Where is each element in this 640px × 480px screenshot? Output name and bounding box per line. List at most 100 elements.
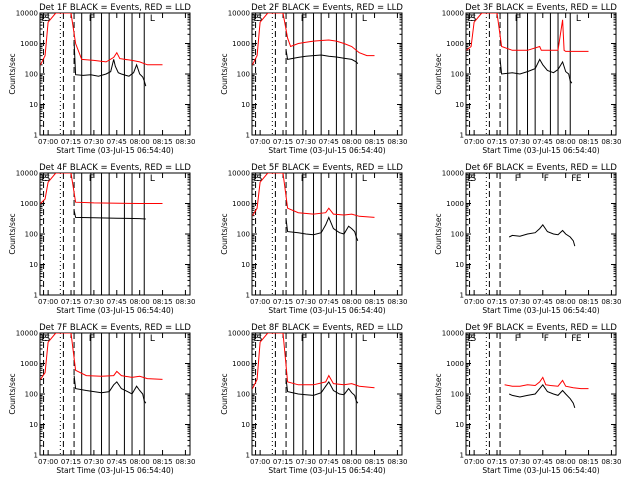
y-axis-label: Counts/sec (8, 373, 17, 414)
y-tick-label: 1 (34, 452, 38, 460)
y-tick-label: 1000 (232, 360, 250, 368)
plot-frame (251, 332, 403, 456)
y-tick-label: 1000 (20, 40, 38, 48)
x-tick-label: 08:30 (175, 298, 195, 306)
y-axis-label: Counts/sec (8, 213, 17, 254)
series-line-events (285, 216, 359, 241)
y-tick-label: 10000 (442, 10, 464, 18)
y-tick-label: 100 (25, 391, 38, 399)
x-tick-label: 07:30 (510, 138, 530, 146)
y-tick-label: 1000 (446, 200, 464, 208)
series-line-events (508, 223, 576, 247)
series-line-lld (252, 173, 375, 218)
marker-label: F (301, 14, 306, 24)
x-tick-label: 08:00 (130, 138, 150, 146)
y-axis-label: Counts/sec (220, 53, 229, 94)
marker-label: E (576, 174, 582, 184)
y-tick-label: 1000 (446, 40, 464, 48)
marker-label: S (257, 174, 263, 184)
series-line-lld (252, 333, 375, 389)
marker-label: F (515, 174, 520, 184)
x-axis-label: Start Time (03-Jul-15 06:54:40) (56, 146, 173, 155)
y-tick-label: 1000 (20, 200, 38, 208)
y-tick-label: 1 (460, 452, 464, 460)
x-tick-label: 07:00 (250, 138, 270, 146)
marker-label: E (468, 14, 474, 24)
marker-label: E (42, 14, 48, 24)
plot-area (252, 13, 375, 135)
marker-label: F (89, 334, 94, 344)
y-tick-label: 1 (246, 292, 250, 300)
x-tick-label: 08:30 (175, 458, 195, 466)
marker-label: S (45, 334, 51, 344)
x-tick-label: 08:15 (364, 298, 384, 306)
series-line-lld (40, 173, 163, 204)
x-tick-label: 07:15 (273, 458, 293, 466)
x-axis-label: Start Time (03-Jul-15 06:54:40) (482, 146, 599, 155)
y-tick-label: 100 (451, 391, 464, 399)
x-tick-label: 07:45 (319, 458, 339, 466)
panel-7: Det 7F BLACK = Events, RED = LLD 1 10 100 10… (8, 323, 196, 475)
x-tick-label: 07:30 (296, 138, 316, 146)
x-tick-label: 08:00 (342, 458, 362, 466)
plot-frame (251, 12, 403, 136)
x-tick-label: 07:30 (510, 458, 530, 466)
series-line-events (73, 42, 147, 87)
plot-frame (465, 172, 617, 296)
series-line-lld (252, 13, 375, 66)
panel-title: Det 7F BLACK = Events, RED = LLD (39, 323, 191, 333)
x-axis-label: Start Time (03-Jul-15 06:54:40) (268, 466, 385, 475)
x-tick-label: 07:15 (273, 298, 293, 306)
x-tick-label: 08:30 (601, 298, 621, 306)
y-tick-label: 10 (241, 101, 250, 109)
x-tick-label: 07:45 (533, 138, 553, 146)
plot-area (469, 173, 576, 295)
x-tick-label: 07:30 (84, 138, 104, 146)
plot-frame (251, 172, 403, 296)
x-tick-label: 07:45 (533, 458, 553, 466)
x-tick-label: 07:30 (84, 298, 104, 306)
y-tick-label: 1 (460, 292, 464, 300)
marker-label: S (471, 14, 477, 24)
x-tick-label: 08:15 (578, 298, 598, 306)
marker-label: L (150, 174, 155, 184)
plot-frame (39, 172, 191, 296)
y-tick-label: 100 (25, 71, 38, 79)
x-tick-label: 07:00 (250, 458, 270, 466)
plot-area (252, 173, 375, 295)
marker-label: L (362, 14, 367, 24)
x-tick-label: 07:15 (61, 298, 81, 306)
y-axis-label: Counts/sec (434, 373, 443, 414)
marker-label: S (257, 14, 263, 24)
x-axis-label: Start Time (03-Jul-15 06:54:40) (56, 306, 173, 315)
y-tick-label: 1 (460, 132, 464, 140)
panel-title: Det 6F BLACK = Events, RED = LLD (465, 163, 617, 173)
x-tick-label: 08:30 (175, 138, 195, 146)
marker-label: F (571, 174, 576, 184)
y-tick-label: 10 (455, 421, 464, 429)
x-tick-label: 07:15 (487, 298, 507, 306)
y-tick-label: 10000 (16, 10, 38, 18)
x-tick-label: 08:15 (152, 458, 172, 466)
marker-label: F (301, 334, 306, 344)
x-tick-label: 08:00 (556, 298, 576, 306)
x-tick-label: 08:30 (601, 458, 621, 466)
y-tick-label: 1000 (446, 360, 464, 368)
marker-label: F (301, 174, 306, 184)
panel-4: Det 4F BLACK = Events, RED = LLD 1 10 100 10… (8, 163, 196, 315)
marker-label: S (257, 334, 263, 344)
panel-title: Det 9F BLACK = Events, RED = LLD (465, 323, 617, 333)
panel-2: Det 2F BLACK = Events, RED = LLD 1 10 100 10… (220, 3, 408, 155)
x-tick-label: 08:00 (130, 298, 150, 306)
y-tick-label: 10 (29, 261, 38, 269)
x-axis-label: Start Time (03-Jul-15 06:54:40) (268, 306, 385, 315)
y-tick-label: 100 (237, 391, 250, 399)
panel-8: Det 8F BLACK = Events, RED = LLD 1 10 100 10… (220, 323, 408, 475)
marker-label: E (254, 334, 260, 344)
panel-title: Det 4F BLACK = Events, RED = LLD (39, 163, 191, 173)
plot-frame (465, 332, 617, 456)
x-tick-label: 07:15 (487, 138, 507, 146)
y-tick-label: 10 (455, 261, 464, 269)
x-tick-label: 08:30 (387, 138, 407, 146)
y-tick-label: 10 (241, 421, 250, 429)
